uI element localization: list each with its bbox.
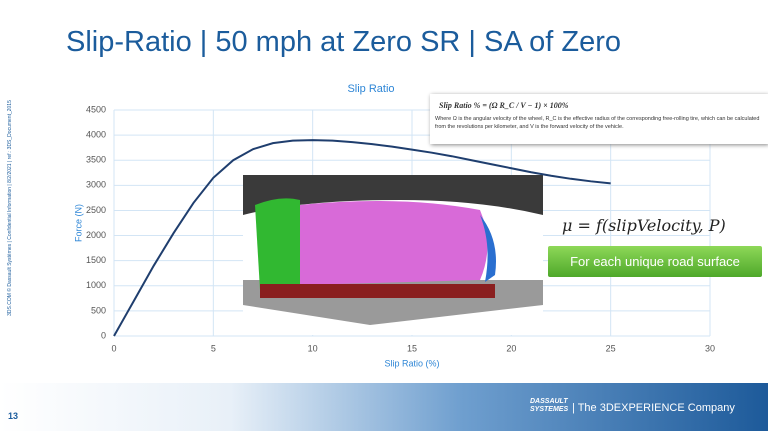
y-axis-label: Force (N): [73, 204, 83, 242]
page-number: 13: [8, 411, 19, 421]
side-left: [255, 198, 300, 292]
y-tick-label: 4500: [86, 104, 106, 114]
y-tick-label: 2500: [86, 205, 106, 215]
logo-tagline: | The 3DEXPERIENCE Company: [572, 402, 735, 414]
x-tick-label: 5: [211, 343, 216, 353]
x-axis-label: Slip Ratio (%): [384, 358, 439, 368]
y-tick-label: 3500: [86, 155, 106, 165]
x-tick-label: 20: [506, 343, 516, 353]
body: [300, 201, 488, 285]
slide-title: Slip-Ratio | 50 mph at Zero SR | SA of Z…: [66, 26, 622, 58]
x-tick-label: 25: [606, 343, 616, 353]
logo-brand: DASSAULT SYSTEMES: [530, 398, 569, 413]
marks: [113, 139, 611, 337]
x-tick-label: 30: [705, 343, 715, 353]
y-tick-label: 0: [101, 330, 106, 340]
x-tick-label: 10: [308, 343, 318, 353]
formula-note: Where Ω is the angular velocity of the w…: [435, 116, 760, 130]
chart-title: Slip Ratio: [347, 83, 394, 95]
equation: μ = f(slipVelocity, P): [562, 216, 726, 235]
y-tick-label: 1000: [86, 280, 106, 290]
x-tick-label: 0: [111, 343, 116, 353]
tread: [243, 175, 543, 215]
y-tick-label: 2000: [86, 230, 106, 240]
line: [113, 139, 611, 337]
button: For each unique road surface: [548, 246, 762, 277]
side-right: [480, 215, 496, 282]
y-tick-label: 1500: [86, 255, 106, 265]
contact: [260, 284, 495, 298]
formula-box: Slip Ratio % = (Ω R_C / V − 1) × 100% Wh…: [430, 94, 768, 144]
y-tick-label: 3000: [86, 180, 106, 190]
tire-render: [243, 175, 543, 335]
y-tick-label: 4000: [86, 129, 106, 139]
footer: [0, 383, 768, 431]
x-tick-label: 15: [407, 343, 417, 353]
formula: Slip Ratio % = (Ω R_C / V − 1) × 100%: [439, 101, 569, 110]
y-tick-label: 500: [91, 305, 106, 315]
